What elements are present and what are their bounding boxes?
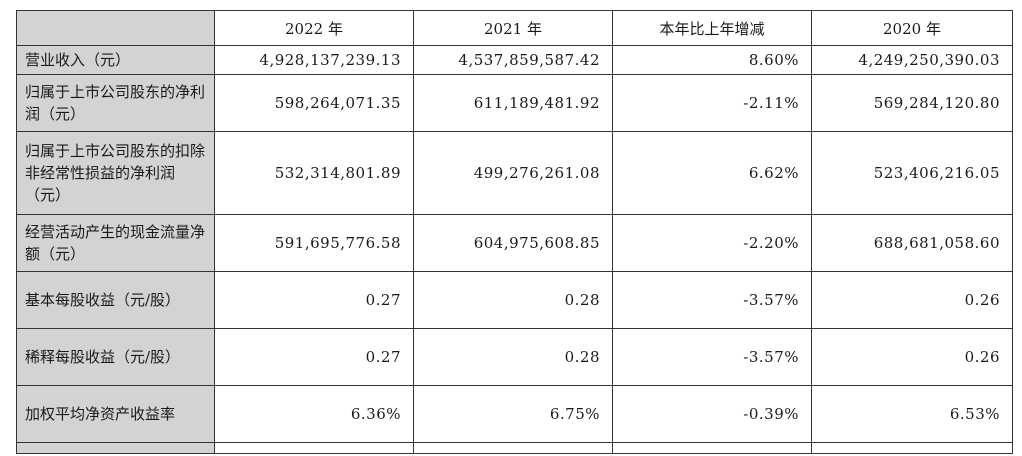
cell-2020: 6.53% (811, 385, 1013, 443)
header-yoy-change: 本年比上年增减 (612, 10, 812, 46)
table-row-weighted-roe: 加权平均净资产收益率 6.36% 6.75% -0.39% 6.53% (16, 385, 1013, 443)
cell-2022: 6.36% (214, 385, 414, 443)
cell-yoy-change: 6.62% (612, 131, 812, 215)
row-label: 经营活动产生的现金流量净额（元） (16, 214, 215, 272)
cell-2021: 604,975,608.85 (413, 214, 613, 272)
header-corner-cell (16, 10, 215, 46)
cell-2020: 523,406,216.05 (811, 131, 1013, 215)
cell-2020: 569,284,120.80 (811, 74, 1013, 132)
cell-2021: 611,189,481.92 (413, 74, 613, 132)
cell-yoy-change: -0.39% (612, 385, 812, 443)
cell-2020: 0.26 (811, 328, 1013, 386)
row-label: 归属于上市公司股东的扣除非经常性损益的净利润（元） (16, 131, 215, 215)
header-row: 2022 年 2021 年 本年比上年增减 2020 年 (16, 10, 1013, 46)
table-row-diluted-eps: 稀释每股收益（元/股） 0.27 0.28 -3.57% 0.26 (16, 328, 1013, 386)
cell-yoy-change: -2.11% (612, 74, 812, 132)
cell-yoy-change: -3.57% (612, 328, 812, 386)
row-label: 归属于上市公司股东的净利润（元） (16, 74, 215, 132)
row-label: 加权平均净资产收益率 (16, 385, 215, 443)
cell-yoy-change: -3.57% (612, 271, 812, 329)
cell-2020: 0.26 (811, 271, 1013, 329)
header-2021: 2021 年 (413, 10, 613, 46)
cell-yoy-change: -2.20% (612, 214, 812, 272)
cell-cutoff (413, 442, 613, 454)
cell-2021: 0.28 (413, 328, 613, 386)
table-row-net-profit: 归属于上市公司股东的净利润（元） 598,264,071.35 611,189,… (16, 74, 1013, 132)
table-row-cutoff (16, 442, 1013, 454)
table-row-adjusted-net-profit: 归属于上市公司股东的扣除非经常性损益的净利润（元） 532,314,801.89… (16, 131, 1013, 215)
cell-2020: 4,249,250,390.03 (811, 45, 1013, 75)
table-row-revenue: 营业收入（元） 4,928,137,239.13 4,537,859,587.4… (16, 45, 1013, 75)
cell-2021: 6.75% (413, 385, 613, 443)
row-label: 稀释每股收益（元/股） (16, 328, 215, 386)
table-row-basic-eps: 基本每股收益（元/股） 0.27 0.28 -3.57% 0.26 (16, 271, 1013, 329)
cell-cutoff (612, 442, 812, 454)
header-2020: 2020 年 (811, 10, 1013, 46)
cell-2022: 591,695,776.58 (214, 214, 414, 272)
row-label-cutoff (16, 442, 215, 454)
cell-2022: 532,314,801.89 (214, 131, 414, 215)
cell-2022: 0.27 (214, 328, 414, 386)
cell-2021: 499,276,261.08 (413, 131, 613, 215)
row-label: 营业收入（元） (16, 45, 215, 75)
cell-yoy-change: 8.60% (612, 45, 812, 75)
cell-cutoff (811, 442, 1013, 454)
cell-2022: 4,928,137,239.13 (214, 45, 414, 75)
header-2022: 2022 年 (214, 10, 414, 46)
cell-2021: 0.28 (413, 271, 613, 329)
financial-summary-table: 2022 年 2021 年 本年比上年增减 2020 年 营业收入（元） 4,9… (16, 10, 1013, 454)
cell-2022: 598,264,071.35 (214, 74, 414, 132)
cell-2020: 688,681,058.60 (811, 214, 1013, 272)
table-row-operating-cash-flow: 经营活动产生的现金流量净额（元） 591,695,776.58 604,975,… (16, 214, 1013, 272)
cell-cutoff (214, 442, 414, 454)
cell-2021: 4,537,859,587.42 (413, 45, 613, 75)
row-label: 基本每股收益（元/股） (16, 271, 215, 329)
cell-2022: 0.27 (214, 271, 414, 329)
